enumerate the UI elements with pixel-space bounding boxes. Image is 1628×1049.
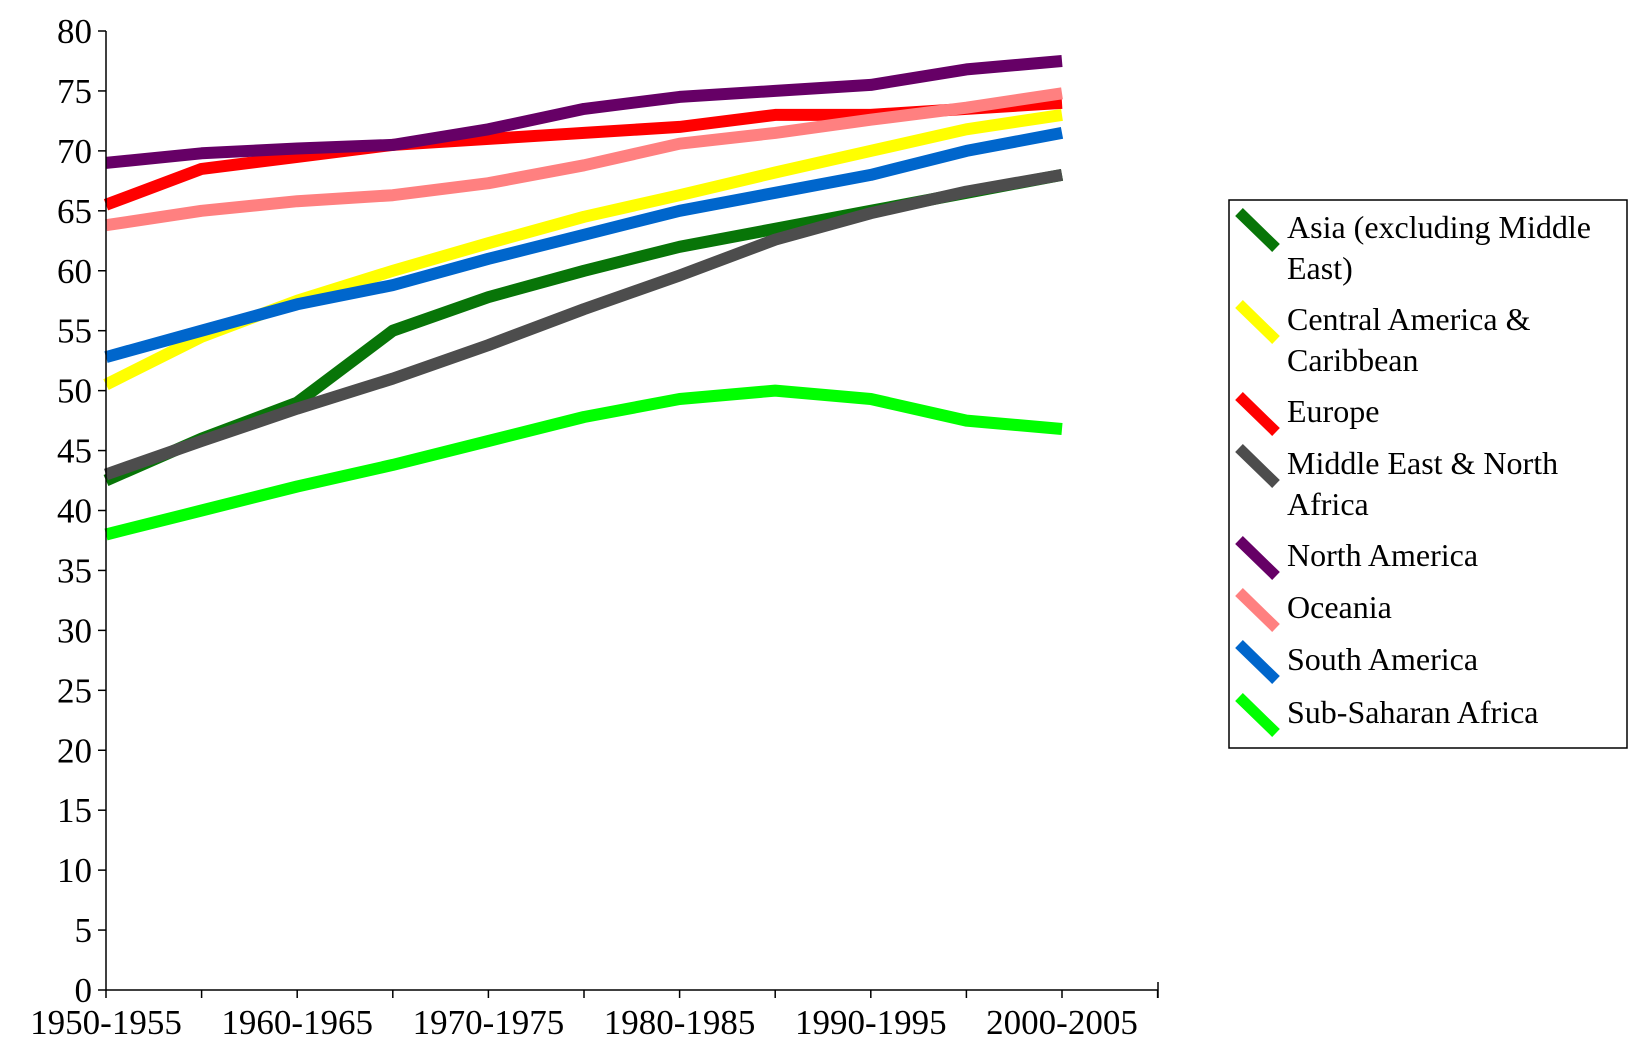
legend-label-middle-east-north-africa: Middle East & North Africa bbox=[1287, 445, 1558, 522]
y-tick-label: 60 bbox=[57, 252, 92, 291]
legend-swatch-middle-east-north-africa bbox=[1235, 444, 1280, 488]
y-tick-label: 5 bbox=[75, 911, 93, 950]
x-tick-label: 1960-1965 bbox=[221, 1003, 373, 1042]
y-tick-label: 0 bbox=[75, 971, 93, 1010]
series-line-sub-saharan-africa bbox=[104, 384, 1063, 541]
series-line-oceania bbox=[105, 87, 1063, 232]
legend-label-europe: Europe bbox=[1287, 393, 1379, 429]
legend-label-oceania: Oceania bbox=[1287, 589, 1392, 625]
y-tick-label: 30 bbox=[57, 611, 92, 650]
legend-label-south-america: South America bbox=[1287, 641, 1478, 677]
x-tick-label: 1990-1995 bbox=[795, 1003, 947, 1042]
y-tick-label: 80 bbox=[57, 12, 92, 51]
legend-box bbox=[1228, 199, 1628, 749]
y-tick-label: 50 bbox=[57, 372, 92, 411]
legend-swatch-asia-excluding-middle-east bbox=[1235, 208, 1280, 252]
legend-label-central-america-caribbean: Central America & Caribbean bbox=[1287, 301, 1531, 378]
y-tick-label: 25 bbox=[57, 671, 92, 710]
legend-swatch-south-america bbox=[1235, 640, 1280, 684]
x-tick-label: 1980-1985 bbox=[604, 1003, 756, 1042]
y-tick-label: 10 bbox=[57, 851, 92, 890]
y-tick-label: 20 bbox=[57, 731, 92, 770]
y-tick-label: 75 bbox=[57, 72, 92, 111]
y-tick-label: 45 bbox=[57, 432, 92, 471]
axes: 0 5 10 15 20 25 30 35 40 45 50 55 60 65 70 75 80 1950-195… bbox=[30, 12, 1159, 1042]
y-tick-label: 55 bbox=[57, 312, 92, 351]
legend-label-north-america: North America bbox=[1287, 537, 1478, 573]
x-tick-label: 1970-1975 bbox=[413, 1003, 565, 1042]
y-tick-label: 40 bbox=[57, 492, 92, 531]
legend-swatch-north-america bbox=[1235, 536, 1280, 580]
series-line-north-america bbox=[105, 55, 1063, 169]
legend-swatch-sub-saharan-africa bbox=[1235, 693, 1280, 737]
plot-lines bbox=[103, 55, 1064, 541]
series-line-middle-east-north-africa bbox=[104, 168, 1064, 481]
x-tick-label: 2000-2005 bbox=[986, 1003, 1138, 1042]
legend-label-asia-excluding-middle-east: Asia (excluding Middle East) bbox=[1287, 209, 1591, 286]
y-tick-label: 35 bbox=[57, 551, 92, 590]
y-tick-label: 15 bbox=[57, 791, 92, 830]
legend-label-sub-saharan-africa: Sub-Saharan Africa bbox=[1287, 694, 1538, 730]
series-line-south-america bbox=[104, 127, 1064, 363]
legend: Asia (excluding Middle East) Central Ameri… bbox=[1228, 199, 1628, 749]
legend-swatch-europe bbox=[1235, 392, 1280, 436]
legend-swatch-central-america-caribbean bbox=[1235, 300, 1280, 344]
y-tick-label: 70 bbox=[57, 132, 92, 171]
y-tick-label: 65 bbox=[57, 192, 92, 231]
legend-swatch-oceania bbox=[1235, 588, 1280, 632]
x-tick-label: 1950-1955 bbox=[30, 1003, 182, 1042]
